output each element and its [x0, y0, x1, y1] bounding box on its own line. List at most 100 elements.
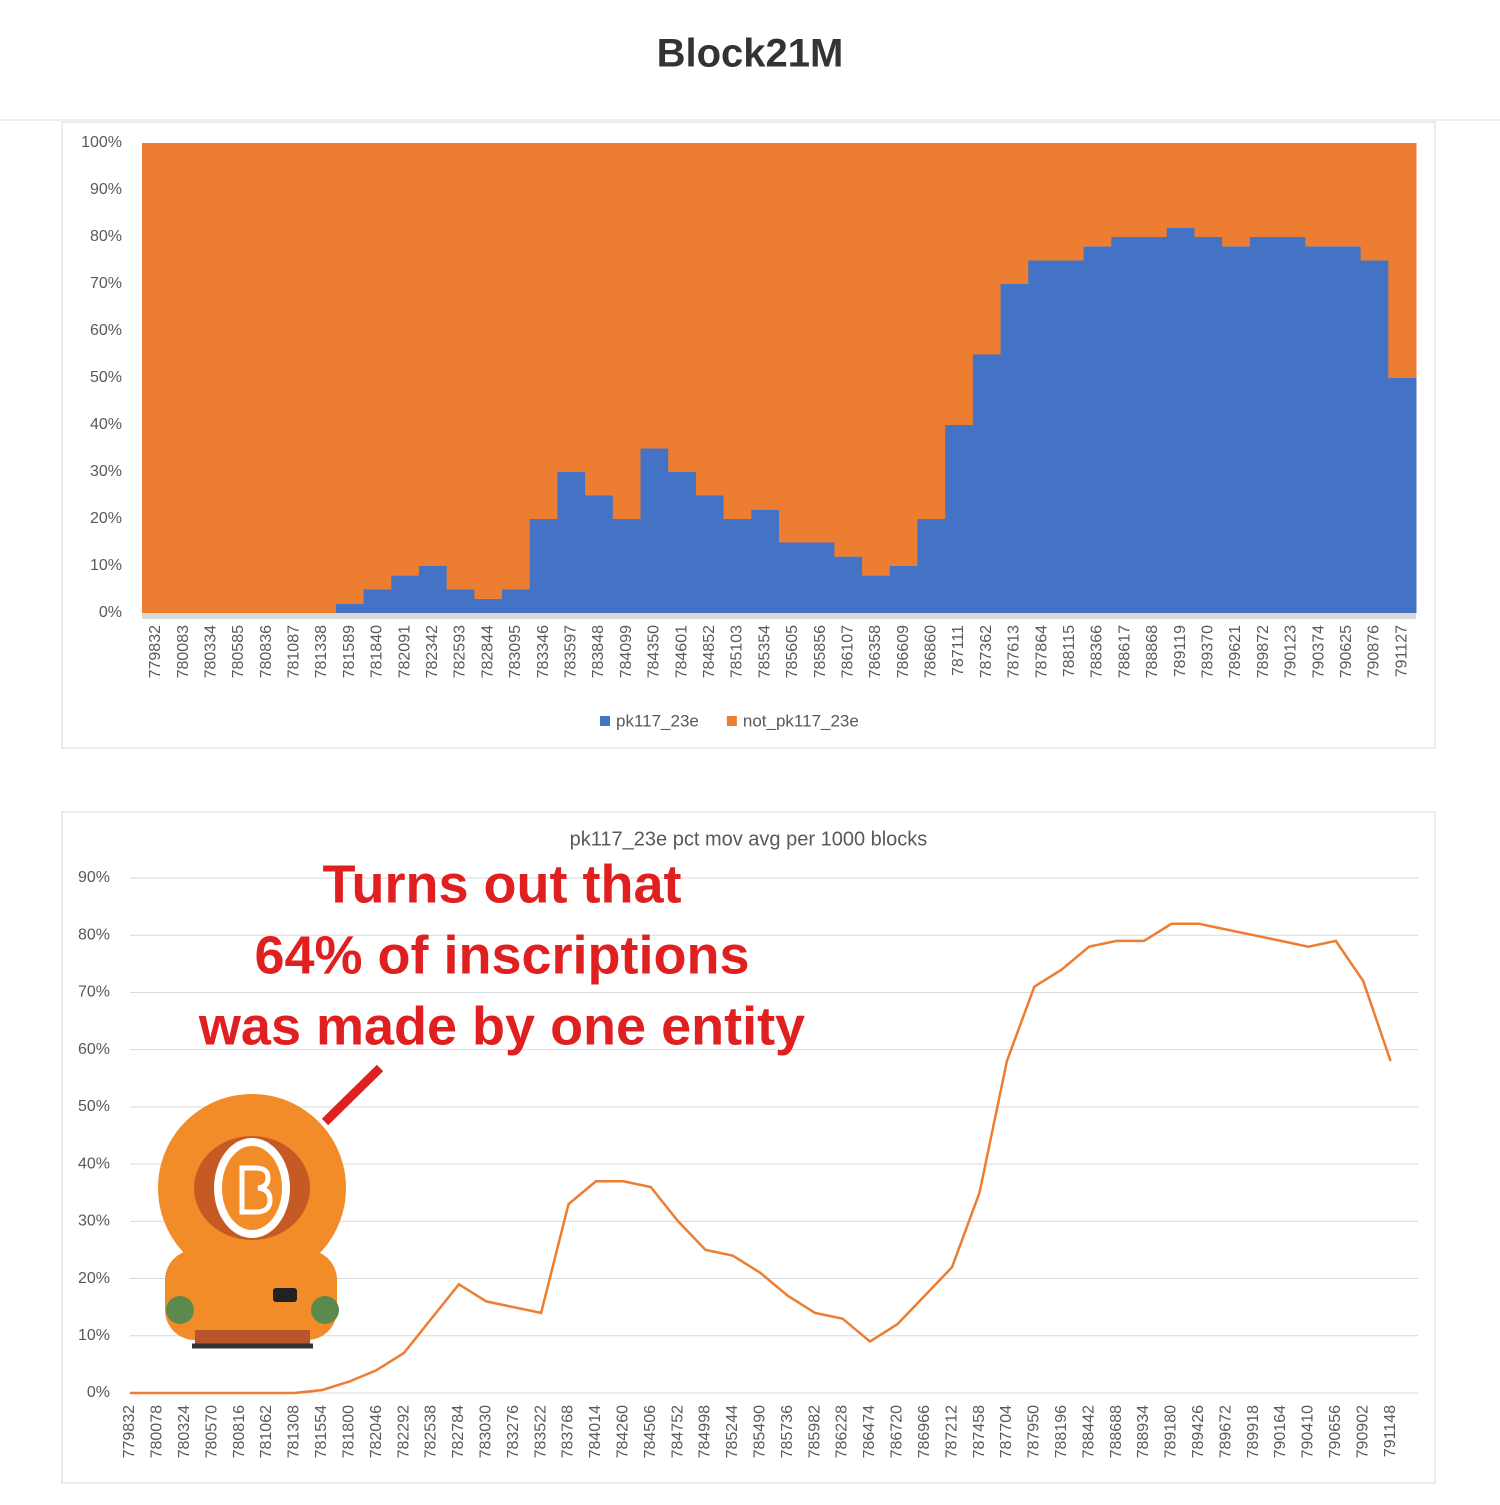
x-tick-label: 788617 — [1116, 625, 1133, 678]
y-tick-label: 80% — [90, 228, 122, 245]
bar-segment — [1249, 143, 1279, 237]
x-tick-label: 780836 — [258, 625, 275, 678]
x-tick-label: 788196 — [1053, 1405, 1070, 1458]
x-tick-label: 788442 — [1080, 1405, 1097, 1458]
bar-segment — [1000, 143, 1029, 284]
y-tick-label: 30% — [78, 1213, 110, 1230]
x-tick-label: 785354 — [756, 625, 773, 678]
bar-segment — [1277, 237, 1306, 613]
x-tick-label: 786860 — [923, 625, 940, 678]
bar-segment — [917, 519, 946, 613]
x-tick-label: 784601 — [673, 625, 690, 678]
bar-segment — [834, 143, 863, 557]
annotation: was made by one entity — [198, 996, 805, 1056]
x-tick-label: 783848 — [590, 625, 607, 678]
bar-segment — [557, 143, 586, 472]
y-tick-label: 0% — [87, 1384, 110, 1401]
x-tick-label: 790123 — [1283, 625, 1300, 678]
x-tick-label: 785490 — [752, 1405, 769, 1458]
x-tick-label: 790625 — [1338, 625, 1355, 678]
bar-segment — [1083, 246, 1112, 613]
annotation: Turns out that — [323, 854, 682, 914]
bar-segment — [1388, 143, 1417, 378]
x-tick-label: 790876 — [1366, 625, 1383, 678]
bar-segment — [391, 575, 420, 613]
y-tick-label: 60% — [90, 322, 122, 339]
x-tick-label: 780585 — [230, 625, 247, 678]
y-tick-label: 50% — [90, 369, 122, 386]
x-tick-label: 789370 — [1200, 625, 1217, 678]
bar-segment — [806, 542, 835, 613]
data-line — [130, 922, 1392, 1395]
x-tick-label: 780816 — [231, 1405, 248, 1458]
bar-segment — [972, 354, 1002, 613]
x-tick-label: 783030 — [477, 1405, 494, 1458]
bar-segment — [1194, 237, 1223, 613]
x-tick-label: 783522 — [532, 1405, 549, 1458]
y-tick-label: 50% — [78, 1098, 110, 1115]
bar-segment — [1332, 143, 1362, 247]
x-tick-label: 784014 — [587, 1405, 604, 1458]
x-tick-label: 780078 — [149, 1405, 166, 1458]
y-tick-label: 80% — [78, 926, 110, 943]
x-tick-label: 790410 — [1300, 1405, 1317, 1458]
x-tick-label: 786228 — [834, 1405, 851, 1458]
bar-segment — [862, 143, 891, 576]
x-tick-label: 783095 — [507, 625, 524, 678]
bar-segment — [585, 143, 614, 496]
bar-segment — [806, 143, 835, 543]
bar-segment — [1055, 260, 1085, 613]
bar-segment — [1055, 143, 1085, 261]
x-tick-label: 785982 — [806, 1405, 823, 1458]
bar-segment — [1139, 237, 1168, 613]
x-tick-label: 787458 — [971, 1405, 988, 1458]
x-tick-label: 785605 — [784, 625, 801, 678]
legend-swatch — [726, 716, 737, 726]
chart-frame — [61, 811, 1436, 1484]
x-tick-label: 782091 — [396, 625, 413, 678]
x-tick-label: 788934 — [1135, 1405, 1152, 1458]
x-tick-label: 781840 — [369, 625, 386, 678]
bar-segment — [945, 425, 974, 613]
bar-segment — [1222, 246, 1251, 613]
bar-segment — [1194, 143, 1223, 237]
y-tick-label: 100% — [81, 134, 122, 151]
legend-label: pk117_23e — [616, 711, 699, 730]
bar-segment — [1305, 246, 1334, 613]
y-tick-label: 30% — [90, 463, 122, 480]
x-axis-band — [142, 613, 1416, 619]
bar-segment — [363, 589, 392, 613]
x-tick-label: 785103 — [729, 625, 746, 678]
x-tick-label: 780334 — [202, 625, 219, 678]
y-tick-label: 10% — [90, 557, 122, 574]
bar-segment — [502, 589, 531, 613]
bar-segment — [1360, 143, 1389, 261]
x-tick-label: 781800 — [340, 1405, 357, 1458]
x-tick-label: 783346 — [535, 625, 552, 678]
x-tick-label: 787212 — [943, 1405, 960, 1458]
bar-segment — [1360, 260, 1389, 613]
pointer — [321, 1064, 384, 1126]
bar-segment — [1166, 227, 1195, 613]
hand — [166, 1296, 194, 1324]
bar-segment — [640, 448, 669, 613]
x-tick-label: 779832 — [121, 1405, 138, 1458]
bar-segment — [474, 598, 503, 613]
page-title: Block21M — [657, 32, 844, 76]
bar-segment — [751, 143, 780, 510]
chart-title: pk117_23e pct mov avg per 1000 blocks — [570, 828, 928, 850]
y-tick-label: 10% — [78, 1327, 110, 1344]
bar-segment — [252, 143, 281, 613]
y-tick-label: 90% — [90, 181, 122, 198]
bar-segment — [502, 143, 531, 590]
x-tick-label: 791148 — [1382, 1405, 1399, 1457]
x-tick-label: 782593 — [452, 625, 469, 678]
x-tick-label: 784752 — [669, 1405, 686, 1458]
x-tick-label: 788868 — [1144, 625, 1161, 678]
bar-segment — [779, 143, 808, 543]
bar-segment — [695, 143, 725, 496]
bar-segment — [779, 542, 808, 613]
bar-segment — [1249, 237, 1279, 613]
bar-segment — [557, 472, 586, 613]
x-tick-label: 783597 — [563, 625, 580, 678]
